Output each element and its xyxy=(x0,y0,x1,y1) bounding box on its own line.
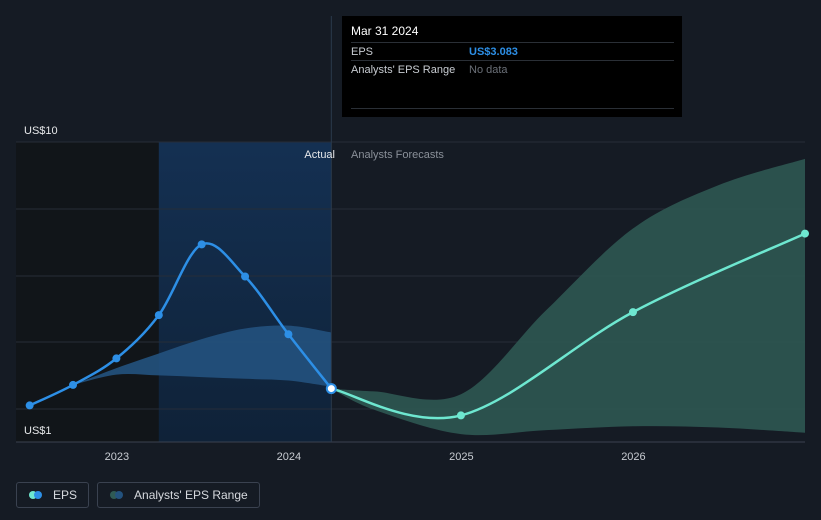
tooltip-range-label: Analysts' EPS Range xyxy=(351,63,456,76)
eps-point xyxy=(197,240,206,249)
tooltip-eps-value: US$3.083 xyxy=(469,45,518,58)
eps-point xyxy=(25,401,34,410)
tooltip-range-value: No data xyxy=(469,63,508,76)
eps-point xyxy=(241,272,250,281)
x-tick-label: 2023 xyxy=(105,451,129,463)
actual-section-label: Actual xyxy=(304,149,335,161)
tooltip-eps-label: EPS xyxy=(351,45,374,58)
x-tick-label: 2026 xyxy=(621,451,645,463)
tooltip-range-row: Analysts' EPS Range No data xyxy=(351,60,674,78)
legend-eps-label: EPS xyxy=(53,488,78,502)
legend-range-label: Analysts' EPS Range xyxy=(134,488,248,502)
legend-eps-toggle[interactable]: EPS xyxy=(16,482,90,508)
eps-line xyxy=(29,242,333,407)
history-shade xyxy=(16,142,174,442)
eps-points xyxy=(25,229,809,420)
hover-tooltip: Mar 31 2024 EPS US$3.083 Analysts' EPS R… xyxy=(342,16,682,117)
x-tick-label: 2025 xyxy=(449,451,473,463)
eps-forecast-line xyxy=(331,232,806,420)
actual-eps-band xyxy=(73,325,332,387)
y-tick-label-bottom: US$1 xyxy=(24,425,52,437)
eps-forecast-point xyxy=(628,308,637,317)
eps-point xyxy=(69,380,78,389)
actual-period-highlight xyxy=(158,142,332,442)
legend-range-toggle[interactable]: Analysts' EPS Range xyxy=(97,482,260,508)
forecast-section-label: Analysts Forecasts xyxy=(351,149,444,161)
eps-swatch-icon xyxy=(29,491,45,499)
current-eps-point xyxy=(325,383,337,395)
tooltip-eps-row: EPS US$3.083 xyxy=(351,42,674,60)
x-tick-label: 2024 xyxy=(277,451,301,463)
eps-point xyxy=(112,354,121,363)
range-swatch-icon xyxy=(110,491,126,499)
chart-legend: EPS Analysts' EPS Range xyxy=(16,482,260,508)
eps-point xyxy=(284,330,293,339)
eps-point xyxy=(154,311,163,320)
tooltip-divider xyxy=(351,108,674,109)
tooltip-date: Mar 31 2024 xyxy=(351,24,419,38)
analysts-eps-range-band xyxy=(331,158,805,436)
eps-forecast-point xyxy=(456,411,465,420)
y-tick-label-top: US$10 xyxy=(24,125,58,137)
axis-labels: US$10 US$1 2023 2024 2025 2026 xyxy=(24,125,646,463)
eps-forecast-point xyxy=(801,229,809,238)
